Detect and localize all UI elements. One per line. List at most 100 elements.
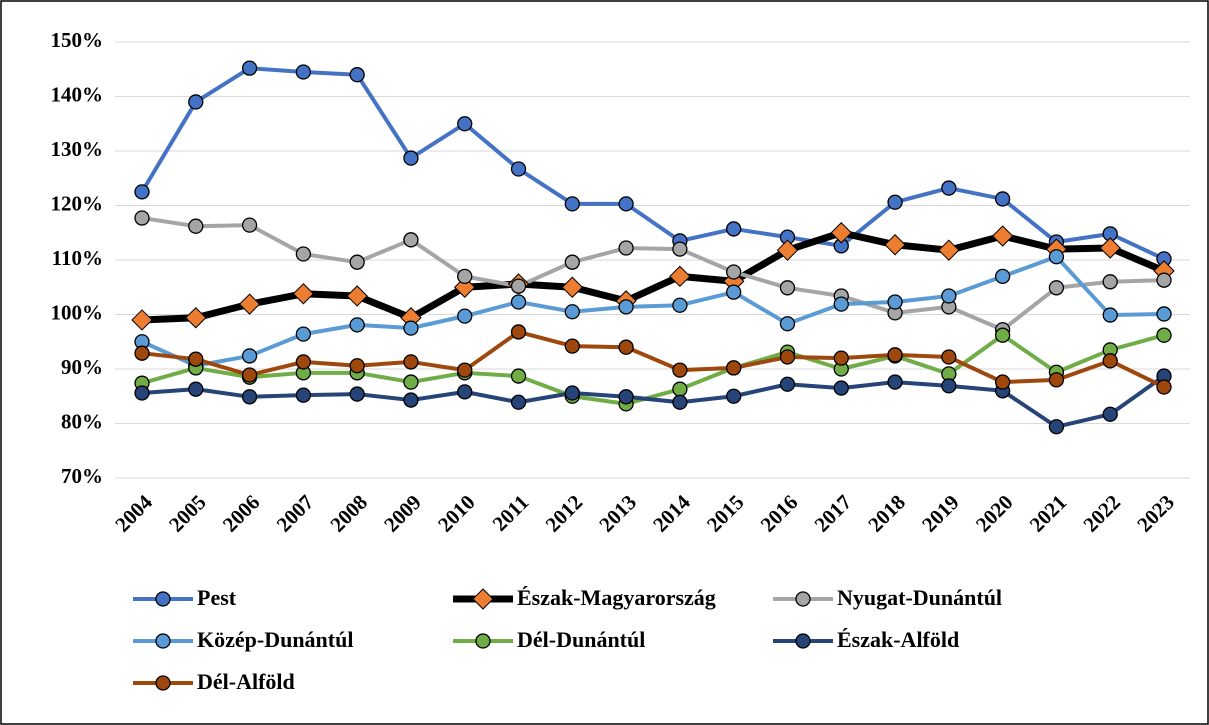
series-line <box>141 254 1165 368</box>
marker <box>1156 379 1172 395</box>
marker <box>295 64 312 80</box>
marker <box>618 299 634 315</box>
marker <box>1102 406 1118 422</box>
marker <box>1048 280 1065 296</box>
legend-marker <box>475 633 491 649</box>
marker <box>830 222 852 244</box>
marker <box>887 374 903 390</box>
marker <box>238 293 261 315</box>
marker <box>185 307 207 329</box>
marker <box>295 246 312 262</box>
marker <box>726 221 742 237</box>
legend-label: Közép-Dunántúl <box>197 627 353 652</box>
legend-marker <box>472 588 494 610</box>
marker <box>561 276 584 298</box>
marker <box>726 284 742 300</box>
marker <box>669 265 691 288</box>
marker <box>1099 237 1121 259</box>
marker <box>188 94 204 110</box>
marker <box>884 234 906 256</box>
marker <box>403 354 419 370</box>
series-line <box>141 374 1166 429</box>
legend-marker <box>155 591 171 607</box>
marker <box>672 362 688 378</box>
legend-label: Észak-Alföld <box>837 627 959 652</box>
marker <box>510 278 527 294</box>
legend-label: Dél-Alföld <box>197 669 295 694</box>
marker <box>1102 274 1118 290</box>
y-tick-label: 150% <box>51 28 104 52</box>
marker <box>938 239 960 261</box>
marker <box>349 386 365 402</box>
marker <box>779 349 796 365</box>
marker <box>618 240 634 256</box>
marker <box>941 378 957 394</box>
marker <box>454 276 476 298</box>
marker <box>134 385 150 401</box>
marker <box>994 191 1011 207</box>
marker <box>1048 249 1065 265</box>
legend-marker <box>795 591 811 607</box>
marker <box>457 384 473 400</box>
marker <box>510 294 527 310</box>
y-tick-label: 110% <box>52 246 103 270</box>
marker <box>833 380 849 396</box>
marker <box>887 194 903 210</box>
marker <box>564 385 580 401</box>
legend-marker <box>155 633 171 649</box>
y-tick-label: 100% <box>51 300 104 324</box>
marker <box>295 387 312 403</box>
marker <box>672 394 688 410</box>
marker <box>1156 327 1172 343</box>
marker <box>779 316 796 332</box>
marker <box>726 360 742 376</box>
marker <box>295 326 312 342</box>
marker <box>403 392 419 408</box>
marker <box>131 309 153 331</box>
marker <box>618 389 634 405</box>
marker <box>887 294 903 310</box>
marker <box>833 350 849 366</box>
legend-label: Nyugat-Dunántúl <box>837 585 1002 610</box>
marker <box>672 381 688 397</box>
marker <box>991 225 1014 247</box>
series-line <box>141 329 1165 389</box>
marker <box>833 296 849 312</box>
marker <box>457 308 473 324</box>
marker <box>941 349 957 365</box>
marker <box>457 268 473 285</box>
marker <box>134 184 150 200</box>
marker <box>457 116 473 132</box>
marker <box>241 60 258 76</box>
marker <box>292 283 315 305</box>
marker <box>403 320 419 336</box>
marker <box>349 67 365 83</box>
marker <box>994 374 1011 390</box>
marker <box>1102 307 1118 323</box>
marker <box>887 347 903 363</box>
marker <box>779 376 796 392</box>
series-line <box>141 216 1165 332</box>
marker <box>241 367 258 383</box>
marker <box>349 317 365 333</box>
y-tick-label: 80% <box>61 409 103 433</box>
marker <box>1048 372 1065 388</box>
marker <box>564 254 580 270</box>
marker <box>241 348 258 364</box>
marker <box>188 381 204 397</box>
y-tick-label: 140% <box>51 82 104 106</box>
marker <box>726 264 742 280</box>
legend-marker <box>795 633 811 649</box>
marker <box>1156 306 1172 322</box>
marker <box>241 389 258 405</box>
y-tick-label: 120% <box>51 191 104 215</box>
legend-marker <box>155 675 171 691</box>
series-line <box>140 66 1165 261</box>
marker <box>295 354 312 370</box>
marker <box>564 304 580 320</box>
marker <box>188 351 204 367</box>
marker <box>1156 272 1172 288</box>
legend-label: Pest <box>197 585 237 610</box>
